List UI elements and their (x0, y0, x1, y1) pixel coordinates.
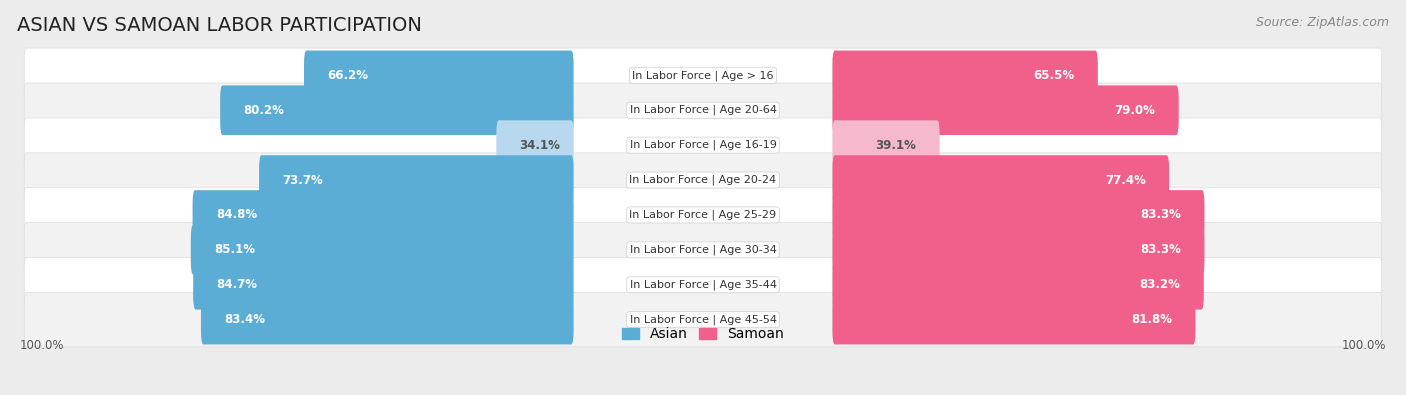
FancyBboxPatch shape (24, 118, 1382, 172)
Text: In Labor Force | Age 30-34: In Labor Force | Age 30-34 (630, 245, 776, 255)
FancyBboxPatch shape (24, 258, 1382, 312)
Text: In Labor Force | Age 35-44: In Labor Force | Age 35-44 (630, 280, 776, 290)
Text: In Labor Force | Age 20-24: In Labor Force | Age 20-24 (630, 175, 776, 185)
FancyBboxPatch shape (832, 295, 1195, 344)
FancyBboxPatch shape (193, 260, 574, 310)
Text: ASIAN VS SAMOAN LABOR PARTICIPATION: ASIAN VS SAMOAN LABOR PARTICIPATION (17, 16, 422, 35)
FancyBboxPatch shape (832, 190, 1205, 240)
Text: 66.2%: 66.2% (328, 69, 368, 82)
Text: 83.3%: 83.3% (1140, 209, 1181, 222)
FancyBboxPatch shape (304, 51, 574, 100)
Text: 100.0%: 100.0% (20, 339, 65, 352)
Text: 65.5%: 65.5% (1033, 69, 1074, 82)
Text: 73.7%: 73.7% (283, 173, 323, 186)
Text: 39.1%: 39.1% (876, 139, 917, 152)
Text: 84.7%: 84.7% (217, 278, 257, 291)
FancyBboxPatch shape (259, 155, 574, 205)
Text: In Labor Force | Age 45-54: In Labor Force | Age 45-54 (630, 314, 776, 325)
FancyBboxPatch shape (24, 188, 1382, 242)
FancyBboxPatch shape (193, 190, 574, 240)
Text: 77.4%: 77.4% (1105, 173, 1146, 186)
FancyBboxPatch shape (832, 120, 939, 170)
Text: 80.2%: 80.2% (243, 104, 284, 117)
FancyBboxPatch shape (24, 292, 1382, 347)
FancyBboxPatch shape (221, 85, 574, 135)
FancyBboxPatch shape (832, 51, 1098, 100)
FancyBboxPatch shape (24, 223, 1382, 277)
Text: Source: ZipAtlas.com: Source: ZipAtlas.com (1256, 16, 1389, 29)
FancyBboxPatch shape (24, 83, 1382, 137)
FancyBboxPatch shape (24, 153, 1382, 207)
Text: 85.1%: 85.1% (214, 243, 254, 256)
Text: In Labor Force | Age 20-64: In Labor Force | Age 20-64 (630, 105, 776, 115)
Text: 79.0%: 79.0% (1115, 104, 1156, 117)
FancyBboxPatch shape (201, 295, 574, 344)
FancyBboxPatch shape (832, 225, 1205, 275)
FancyBboxPatch shape (832, 155, 1168, 205)
Text: 83.2%: 83.2% (1140, 278, 1181, 291)
Text: In Labor Force | Age 16-19: In Labor Force | Age 16-19 (630, 140, 776, 150)
FancyBboxPatch shape (832, 260, 1204, 310)
Text: In Labor Force | Age > 16: In Labor Force | Age > 16 (633, 70, 773, 81)
Text: 34.1%: 34.1% (520, 139, 561, 152)
Text: 83.4%: 83.4% (225, 313, 266, 326)
FancyBboxPatch shape (496, 120, 574, 170)
Text: 83.3%: 83.3% (1140, 243, 1181, 256)
Text: 84.8%: 84.8% (217, 209, 257, 222)
Text: 81.8%: 81.8% (1130, 313, 1173, 326)
Text: 100.0%: 100.0% (1341, 339, 1386, 352)
FancyBboxPatch shape (832, 85, 1178, 135)
Legend: Asian, Samoan: Asian, Samoan (617, 322, 789, 347)
FancyBboxPatch shape (191, 225, 574, 275)
Text: In Labor Force | Age 25-29: In Labor Force | Age 25-29 (630, 210, 776, 220)
FancyBboxPatch shape (24, 48, 1382, 103)
